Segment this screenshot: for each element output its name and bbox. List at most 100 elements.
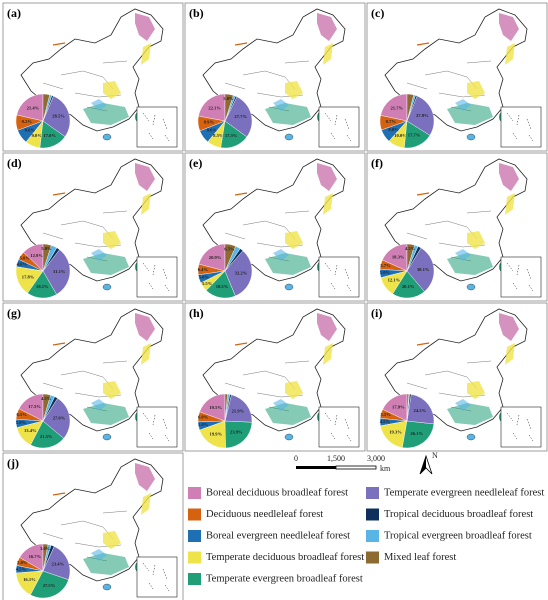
north-arrow [420,456,426,474]
legend-swatch [188,530,201,542]
slice-label: 19.3% [389,430,402,435]
slice-label: 27.8% [416,113,429,118]
map-panel: (h) 19.5%6.0% 5.0%19.9% 23.9% 21.9% [184,302,366,452]
map-panel: (b) 22.1% 8.9% 8.0%8.5% 17.5% 27.7% 5.0% [184,2,366,152]
pie-slice [198,93,226,122]
slice-label: 20.9% [209,255,222,260]
slice-label: 4.6% [17,261,28,266]
panel-label: (b) [189,6,204,20]
pie-slice [406,247,435,292]
map-panel: (c) 21.7% 8.7% 8.0%10.0% 17.7% 27.8% [366,2,548,152]
slice-label: 23.9% [230,430,243,435]
legend-label: Boreal deciduous broadleaf forest [206,487,348,498]
slice-label: 27.0% [53,416,66,421]
slice-label: 5.0% [41,246,52,251]
slice-label: 5.0% [199,275,210,280]
slice-label: 19.5% [209,405,222,410]
scale-label: 0 [294,454,298,463]
north-label: N [432,451,438,460]
panel-label: (g) [7,306,21,320]
slice-label: 17.0% [43,133,56,138]
slice-label: 17.9% [392,404,405,409]
legend-label: Temperate deciduous broadleaf forest [206,552,364,563]
pie-slice [42,93,50,122]
panel-label: (d) [7,156,22,170]
slice-label: 18.3% [392,254,405,259]
scale-bar: 0 1,500 3,000 km N [294,451,438,475]
panel-label: (c) [371,6,384,20]
slice-label: 5.0% [16,420,27,425]
slice-label: 17.8% [22,274,35,279]
pie-slice [402,420,435,449]
pie-slice [224,96,253,138]
legend-swatch [366,487,379,499]
pie-slice [380,93,408,122]
slice-label: 26.1% [410,431,423,436]
slice-label: 6.5% [224,246,235,251]
slice-label: 24.2% [414,408,427,413]
slice-label: 5.5% [381,412,392,417]
slice-label: 22.1% [208,106,221,111]
slice-label: 30.1% [417,267,430,272]
slice-label: 4.5% [380,419,391,424]
pie-slice [30,570,69,599]
slice-label: 5.0% [20,256,31,261]
map-panel: (j) 16.7%5.0% 4.5% 16.1% 27.5% 23.4% 3.0% [2,452,184,600]
pie-slice [42,393,51,422]
slice-label: 5.0% [380,270,391,275]
legend-label: Tropical deciduous broadleaf forest [384,509,533,520]
slice-label: 21.9% [232,408,245,413]
slice-label: 8.0% [388,127,399,132]
legend-swatch [188,573,201,585]
pie-slice [42,243,52,272]
map-panel: (i) 17.9%5.5% 4.5% 19.3% 26.1% 24.2% [366,302,548,452]
pie-slice [224,243,236,272]
scale-label: 1,500 [327,454,345,463]
slice-label: 21.4% [27,105,40,110]
slice-label: 3.0% [40,546,51,551]
slice-label: 4.5% [16,567,27,572]
pie-slice [30,420,64,449]
slice-label: 17.5% [225,133,238,138]
pie-slice [406,95,435,136]
pie-slice [406,394,435,425]
pie-slice [42,546,71,580]
slice-label: 27.7% [234,114,247,119]
pie-slice [224,420,253,449]
panel-label: (j) [7,456,19,470]
slice-label: 5.0% [223,96,234,101]
slice-label: 27.5% [43,583,56,588]
slice-label: 8.5% [213,133,224,138]
pie-slice [42,398,71,439]
legend-swatch [188,551,201,564]
pie-slice [406,93,414,122]
pie-slice [406,243,415,272]
pie-slice [42,543,49,572]
slice-label: 21.5% [40,434,53,439]
slice-label: 31.1% [53,269,66,274]
map-panel: (e) 20.9% 6.4% 5.0%5.5%18.5% 32.2% 6.5% [184,152,366,302]
slice-label: 18.1% [36,284,49,289]
pie-slice [198,243,226,272]
slice-label: 8.0% [207,128,218,133]
panel-label: (h) [189,306,204,320]
slice-label: 21.7% [390,105,403,110]
legend-swatch [366,530,379,542]
slice-label: 5.5% [202,281,213,286]
pie-slice [224,93,234,122]
legend-label: Temperate evergreen broadleaf forest [206,573,363,584]
slice-label: 8.7% [386,119,397,124]
slice-label: 9.2% [22,119,33,124]
slice-label: 9.0% [32,133,43,138]
slice-label: 5.0% [17,560,28,565]
slice-label: 5.0% [198,422,209,427]
slice-label: 8.9% [204,120,215,125]
scale-label: 3,000 [367,454,385,463]
slice-label: 12.9% [30,253,43,258]
panel-label: (f) [371,156,383,170]
pie-slice [406,393,409,422]
legend-swatch [366,508,379,521]
legend: Boreal deciduous broadleaf forest Deciduo… [188,487,544,585]
pie-slice [16,93,44,122]
